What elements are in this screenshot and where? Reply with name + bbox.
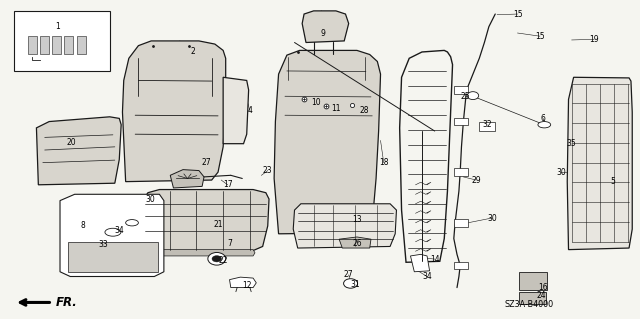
Bar [519,292,545,304]
Text: 26: 26 [352,239,362,248]
Text: 18: 18 [379,158,388,167]
Ellipse shape [125,219,138,226]
Bar [454,262,468,269]
Text: SZ3A-B4000: SZ3A-B4000 [505,300,554,309]
Ellipse shape [212,256,221,262]
Text: 25: 25 [460,92,470,101]
Ellipse shape [467,92,479,100]
Text: 1: 1 [55,22,60,31]
Text: 31: 31 [350,280,360,289]
Text: 4: 4 [248,106,252,115]
Polygon shape [36,117,121,185]
Text: 22: 22 [218,256,228,265]
Bar [454,168,468,176]
Text: 34: 34 [422,272,432,281]
Text: FR.: FR. [56,296,77,309]
Text: 17: 17 [223,180,232,189]
Text: 30: 30 [556,168,566,177]
Text: 34: 34 [115,226,124,235]
Text: 10: 10 [311,98,321,107]
Polygon shape [40,36,49,54]
Polygon shape [170,170,204,188]
Polygon shape [274,50,381,234]
Text: 8: 8 [81,221,85,230]
Polygon shape [52,36,61,54]
Text: 30: 30 [487,213,497,222]
Text: 15: 15 [513,10,522,19]
Text: 27: 27 [202,158,211,167]
Text: 9: 9 [321,28,326,38]
Bar [479,122,495,131]
Text: 35: 35 [567,139,577,148]
Text: 13: 13 [352,215,362,224]
Text: 2: 2 [190,48,195,56]
Text: 28: 28 [360,106,369,115]
Polygon shape [293,204,396,248]
Text: 24: 24 [537,291,547,300]
Polygon shape [223,77,248,144]
Text: 29: 29 [471,175,481,185]
Text: 19: 19 [589,35,599,44]
Text: 12: 12 [242,281,252,291]
Polygon shape [68,242,157,272]
Polygon shape [567,77,632,250]
Text: 16: 16 [538,283,548,292]
Text: 32: 32 [482,120,492,129]
Polygon shape [410,254,429,272]
Ellipse shape [105,228,121,236]
Text: 11: 11 [331,104,340,113]
Bar [454,219,468,226]
Polygon shape [138,189,269,251]
Bar [454,118,468,125]
Text: 14: 14 [430,255,440,263]
Polygon shape [28,36,37,54]
Polygon shape [230,277,256,287]
Text: 15: 15 [535,32,545,41]
Polygon shape [302,11,349,42]
Polygon shape [60,194,164,277]
Text: 23: 23 [263,166,273,175]
Polygon shape [339,237,371,248]
Polygon shape [14,11,109,71]
Ellipse shape [344,279,358,288]
Text: 33: 33 [99,241,108,249]
Polygon shape [141,250,255,256]
Polygon shape [77,36,86,54]
Text: 30: 30 [145,195,155,204]
Text: 20: 20 [67,137,76,147]
Ellipse shape [538,122,550,128]
Text: 6: 6 [541,114,545,123]
Text: 27: 27 [344,271,353,279]
Ellipse shape [208,252,226,265]
Polygon shape [65,36,74,54]
Bar [519,272,547,290]
Text: 5: 5 [611,177,616,186]
Text: 7: 7 [227,239,232,248]
Bar [454,86,468,94]
Polygon shape [122,41,226,182]
Text: 21: 21 [213,220,223,229]
